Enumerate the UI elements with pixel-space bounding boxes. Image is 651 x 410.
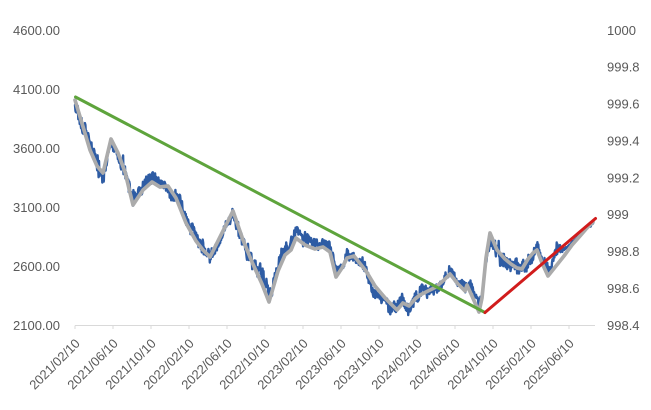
svg-text:4600.00: 4600.00 [13, 23, 60, 38]
svg-text:998.4: 998.4 [607, 318, 640, 333]
svg-text:999: 999 [607, 207, 629, 222]
svg-text:1000: 1000 [607, 23, 636, 38]
svg-text:999.2: 999.2 [607, 170, 640, 185]
svg-text:999.4: 999.4 [607, 133, 640, 148]
svg-text:2600.00: 2600.00 [13, 259, 60, 274]
svg-text:999.8: 999.8 [607, 60, 640, 75]
svg-text:2100.00: 2100.00 [13, 318, 60, 333]
svg-text:999.6: 999.6 [607, 97, 640, 112]
svg-text:3100.00: 3100.00 [13, 200, 60, 215]
svg-text:998.8: 998.8 [607, 244, 640, 259]
svg-text:3600.00: 3600.00 [13, 141, 60, 156]
svg-text:998.6: 998.6 [607, 281, 640, 296]
svg-text:4100.00: 4100.00 [13, 82, 60, 97]
